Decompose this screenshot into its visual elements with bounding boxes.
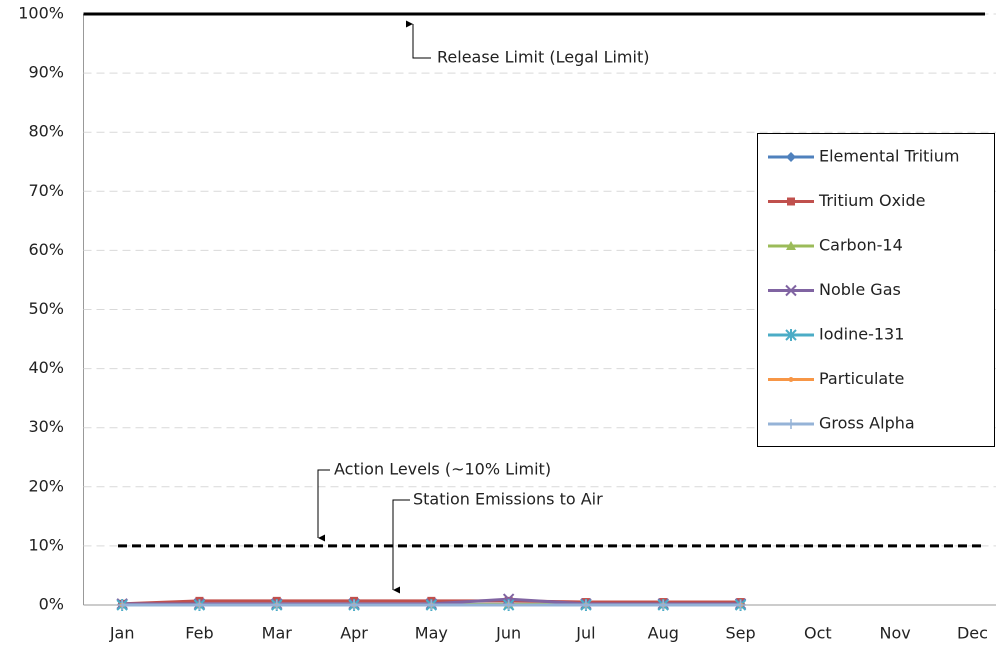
y-tick-label: 60% xyxy=(28,240,64,259)
plot xyxy=(116,593,747,611)
x-tick-label: May xyxy=(415,624,448,643)
marker xyxy=(786,152,796,162)
x-tick-label: Aug xyxy=(648,624,679,643)
x-tick-label: Nov xyxy=(880,624,911,643)
marker xyxy=(787,197,795,206)
y-tick-label: 50% xyxy=(28,299,64,318)
x-tick-label: Mar xyxy=(262,624,293,643)
series xyxy=(117,600,746,610)
reference-lines xyxy=(83,12,985,548)
marker xyxy=(658,600,669,610)
marker xyxy=(785,284,797,297)
y-tick-label: 20% xyxy=(28,476,64,495)
marker xyxy=(735,600,746,610)
legend-label: Iodine-131 xyxy=(819,325,904,344)
emissions-label: Station Emissions to Air xyxy=(413,490,603,509)
legend-label: Elemental Tritium xyxy=(819,147,959,166)
action-label: Action Levels (~10% Limit) xyxy=(334,460,551,479)
action-arrow xyxy=(317,469,330,542)
annotation-arrows xyxy=(317,20,431,594)
y-tick-label: 0% xyxy=(39,595,64,614)
marker xyxy=(349,600,360,610)
legend-label: Noble Gas xyxy=(819,280,901,299)
y-tick-label: 40% xyxy=(28,358,64,377)
legend: Elemental Tritium Tritium Oxide Carbon-14 N… xyxy=(757,133,995,447)
legend-label: Particulate xyxy=(819,369,904,388)
marker xyxy=(503,600,514,610)
release-label: Release Limit (Legal Limit) xyxy=(437,48,649,67)
legend-label: Tritium Oxide xyxy=(818,191,925,210)
y-tick-label: 100% xyxy=(18,4,64,23)
release-arrow xyxy=(406,20,431,59)
x-tick-label: Dec xyxy=(957,624,988,643)
marker xyxy=(426,600,437,610)
x-tick-label: Feb xyxy=(185,624,213,643)
y-tick-label: 10% xyxy=(28,535,64,554)
x-tick-label: Apr xyxy=(340,624,368,643)
marker xyxy=(788,377,794,382)
marker xyxy=(271,600,282,610)
emissions-arrow xyxy=(392,499,410,594)
legend-label: Carbon-14 xyxy=(819,236,903,255)
marker xyxy=(786,241,796,250)
y-tick-label: 30% xyxy=(28,417,64,436)
marker xyxy=(785,329,797,341)
y-tick-label: 70% xyxy=(28,181,64,200)
marker xyxy=(117,600,128,610)
marker xyxy=(786,419,796,429)
x-tick-label: Jan xyxy=(109,624,135,643)
x-tick-label: Oct xyxy=(804,624,832,643)
x-tick-label: Sep xyxy=(725,624,755,643)
marker xyxy=(580,600,591,610)
marker xyxy=(194,600,205,610)
legend-label: Gross Alpha xyxy=(819,414,915,433)
x-tick-label: Jun xyxy=(495,624,521,643)
y-tick-label: 90% xyxy=(28,63,64,82)
y-tick-label: 80% xyxy=(28,122,64,141)
x-tick-label: Jul xyxy=(575,624,595,643)
